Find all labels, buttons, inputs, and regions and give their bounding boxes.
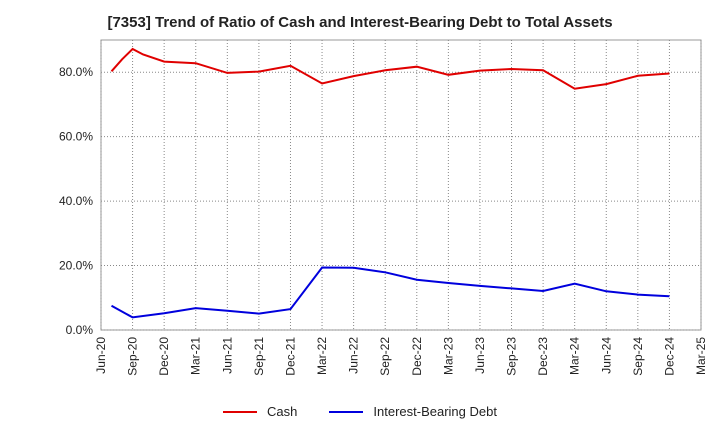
x-tick-label: Dec-21 bbox=[283, 337, 297, 376]
axis-layer: 0.0% 20.0% 40.0% 60.0% 80.0% Jun-20 Sep-20 Dec-… bbox=[59, 65, 708, 375]
x-tick-label: Mar-22 bbox=[315, 337, 329, 375]
x-tick-label: Jun-22 bbox=[347, 337, 361, 374]
x-tick-label: Dec-24 bbox=[662, 337, 676, 376]
legend-swatch-interest-bearing-debt bbox=[329, 410, 364, 413]
legend: Cash Interest-Bearing Debt bbox=[0, 404, 720, 419]
x-tick-label: Jun-21 bbox=[220, 337, 234, 374]
x-tick-label: Mar-25 bbox=[694, 337, 708, 375]
x-tick-label: Sep-21 bbox=[252, 337, 266, 376]
x-tick-label: Sep-24 bbox=[631, 337, 645, 376]
legend-item-cash: Cash bbox=[223, 404, 297, 419]
x-tick-label: Mar-24 bbox=[568, 337, 582, 375]
x-tick-label: Sep-23 bbox=[505, 337, 519, 376]
series-line-interest-bearing-debt bbox=[111, 266, 670, 319]
series-layer bbox=[110, 47, 670, 319]
y-tick-label: 40.0% bbox=[59, 194, 93, 208]
legend-label-cash: Cash bbox=[267, 404, 298, 419]
x-tick-label: Sep-20 bbox=[126, 337, 140, 376]
series-line-cash bbox=[110, 47, 670, 90]
chart-title: [7353] Trend of Ratio of Cash and Intere… bbox=[107, 14, 613, 31]
y-tick-label: 60.0% bbox=[59, 130, 93, 144]
x-tick-label: Dec-20 bbox=[157, 337, 171, 376]
grid-layer bbox=[100, 39, 702, 331]
x-tick-label: Jun-23 bbox=[473, 337, 487, 374]
y-tick-label: 20.0% bbox=[59, 259, 93, 273]
y-tick-label: 80.0% bbox=[59, 65, 93, 79]
x-tick-label: Jun-24 bbox=[599, 337, 613, 374]
y-tick-label: 0.0% bbox=[66, 323, 94, 337]
x-tick-label: Sep-22 bbox=[378, 337, 392, 376]
x-tick-label: Mar-21 bbox=[189, 337, 203, 375]
legend-item-interest-bearing-debt: Interest-Bearing Debt bbox=[329, 404, 497, 419]
x-tick-label: Dec-23 bbox=[536, 337, 550, 376]
legend-swatch-cash bbox=[223, 410, 258, 413]
x-tick-label: Jun-20 bbox=[94, 337, 108, 374]
x-tick-label: Dec-22 bbox=[410, 337, 424, 376]
legend-label-interest-bearing-debt: Interest-Bearing Debt bbox=[373, 404, 497, 419]
x-tick-label: Mar-23 bbox=[441, 337, 455, 375]
